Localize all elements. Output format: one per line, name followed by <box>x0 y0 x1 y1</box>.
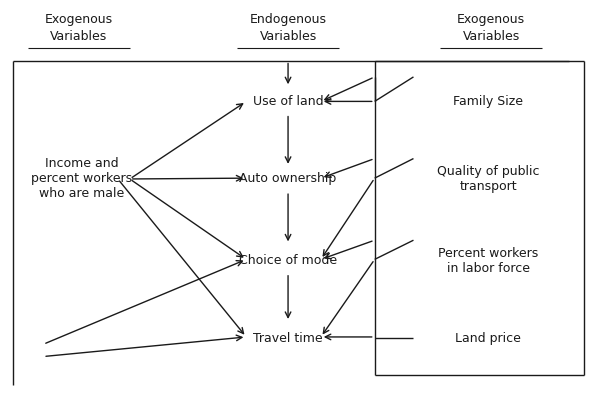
Text: Exogenous: Exogenous <box>457 13 525 26</box>
Text: Income and
percent workers
who are male: Income and percent workers who are male <box>31 157 133 201</box>
Text: Variables: Variables <box>463 30 520 43</box>
Text: Variables: Variables <box>259 30 317 43</box>
Text: Quality of public
transport: Quality of public transport <box>437 165 539 193</box>
Text: Family Size: Family Size <box>453 95 523 108</box>
Text: Land price: Land price <box>455 332 521 345</box>
Text: Use of land: Use of land <box>253 95 323 108</box>
Text: Percent workers
in labor force: Percent workers in labor force <box>438 247 538 275</box>
Text: Exogenous: Exogenous <box>45 13 113 26</box>
Text: Choice of mode: Choice of mode <box>239 254 337 267</box>
Text: Variables: Variables <box>50 30 107 43</box>
Text: Endogenous: Endogenous <box>250 13 326 26</box>
Text: Travel time: Travel time <box>253 332 323 345</box>
Text: Auto ownership: Auto ownership <box>239 173 337 185</box>
